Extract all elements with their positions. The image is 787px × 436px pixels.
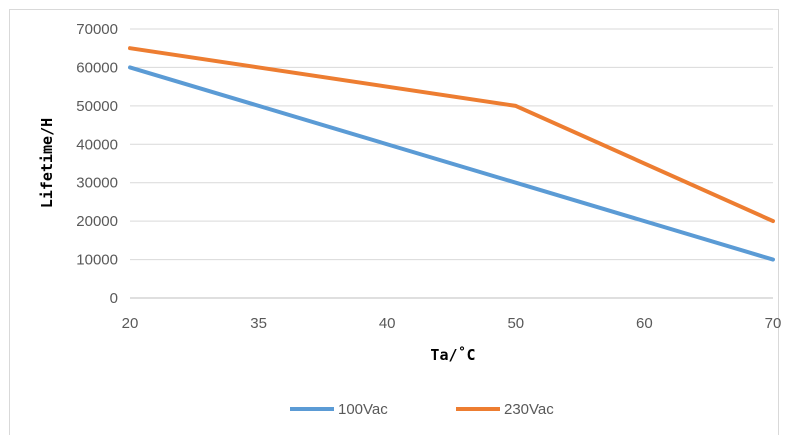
y-tick-label: 70000 — [76, 21, 118, 38]
x-tick-label: 70 — [765, 315, 782, 332]
y-axis-title: Lifetime/H — [38, 118, 56, 208]
gridlines — [130, 28, 773, 299]
x-tick-label: 40 — [379, 315, 396, 332]
x-tick-labels: 20 35 40 50 60 70 — [122, 315, 782, 332]
y-tick-label: 50000 — [76, 98, 118, 115]
x-tick-label: 20 — [122, 315, 139, 332]
y-tick-label: 0 — [110, 290, 118, 307]
series-lines — [128, 46, 775, 262]
y-tick-label: 20000 — [76, 213, 118, 230]
x-tick-label: 35 — [250, 315, 267, 332]
y-tick-label: 10000 — [76, 252, 118, 269]
x-axis-title: Ta/˚C — [430, 346, 475, 364]
y-tick-label: 60000 — [76, 59, 118, 76]
y-tick-labels: 0 10000 20000 30000 40000 50000 60000 70000 — [76, 21, 118, 307]
y-tick-label: 40000 — [76, 136, 118, 153]
series-line-230vac — [128, 46, 775, 224]
legend-label-100vac: 100Vac — [338, 401, 388, 418]
y-tick-label: 30000 — [76, 175, 118, 192]
x-tick-label: 50 — [507, 315, 524, 332]
legend: 100Vac 230Vac — [290, 401, 554, 418]
chart-frame — [9, 9, 779, 435]
x-tick-label: 60 — [636, 315, 653, 332]
series-line-100vac — [128, 65, 775, 262]
legend-label-230vac: 230Vac — [504, 401, 554, 418]
